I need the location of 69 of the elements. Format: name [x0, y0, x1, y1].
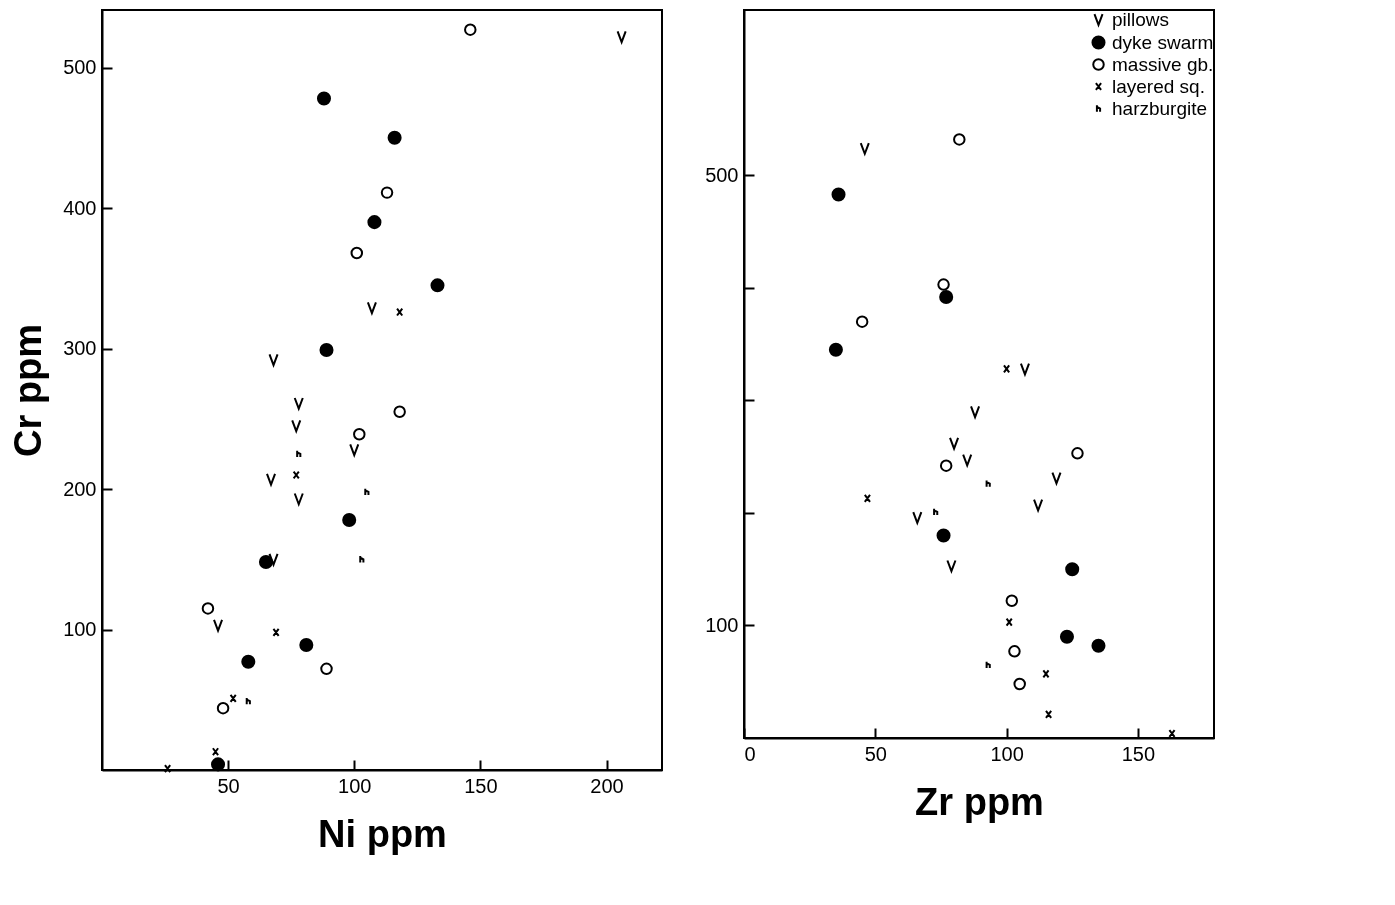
point	[939, 459, 953, 472]
x-tick-label: 0	[744, 742, 756, 765]
point	[828, 342, 843, 357]
point	[211, 757, 226, 772]
y-tick-label: 300	[63, 337, 97, 360]
x-axis-title: Zr ppm	[915, 780, 1044, 823]
x-tick-label: 50	[864, 742, 887, 765]
legend-label: harzburgite	[1112, 97, 1208, 119]
x-tick-label: 100	[990, 742, 1024, 765]
point	[291, 419, 302, 433]
point	[1013, 677, 1026, 691]
point	[393, 405, 406, 419]
y-tick-label: 100	[63, 618, 97, 641]
point	[970, 405, 981, 419]
y-tick-label: 200	[63, 477, 97, 500]
x-tick-label: 150	[464, 774, 498, 797]
point	[366, 301, 377, 315]
point	[268, 552, 279, 566]
point	[342, 512, 357, 527]
point	[367, 215, 382, 230]
point	[1065, 562, 1080, 577]
point	[937, 278, 950, 291]
point	[1091, 638, 1106, 653]
point	[213, 618, 224, 632]
point	[350, 246, 364, 260]
point	[258, 555, 273, 570]
x-tick-label: 100	[338, 774, 372, 797]
point	[430, 278, 445, 293]
y-tick-label: 500	[705, 163, 739, 186]
point	[299, 637, 314, 652]
x-tick-label: 150	[1121, 742, 1156, 765]
point	[464, 23, 477, 36]
point	[201, 602, 215, 615]
point	[1002, 364, 1011, 374]
point	[1008, 645, 1021, 658]
point	[319, 342, 334, 357]
point	[265, 472, 277, 486]
y-tick-label: 500	[63, 56, 97, 79]
point	[293, 492, 304, 506]
point	[946, 559, 957, 573]
point	[1059, 629, 1074, 644]
point	[380, 186, 394, 199]
point	[616, 30, 627, 44]
point	[387, 130, 402, 145]
point	[939, 289, 954, 304]
point	[936, 528, 951, 543]
point	[320, 662, 333, 676]
point	[268, 353, 279, 367]
point	[216, 701, 230, 715]
x-axis-title: Ni ppm	[318, 812, 447, 855]
x-tick-label: 200	[590, 774, 624, 797]
point	[855, 315, 869, 328]
point	[241, 654, 256, 669]
point	[949, 436, 960, 450]
point	[831, 187, 846, 202]
legend-label: pillows	[1112, 8, 1170, 30]
y-axis-title: Cr ppm	[7, 324, 50, 457]
point	[1005, 594, 1019, 607]
legend-label: dyke swarm	[1112, 31, 1214, 53]
legend-label: massive gb.	[1112, 53, 1214, 75]
legend-label: layered sq.	[1112, 75, 1205, 97]
y-tick-label: 400	[63, 196, 97, 219]
point	[353, 428, 366, 441]
point	[953, 133, 966, 146]
point	[293, 396, 304, 410]
point	[316, 91, 331, 106]
point	[349, 443, 360, 457]
x-tick-label: 50	[217, 774, 240, 797]
point	[1071, 447, 1084, 460]
